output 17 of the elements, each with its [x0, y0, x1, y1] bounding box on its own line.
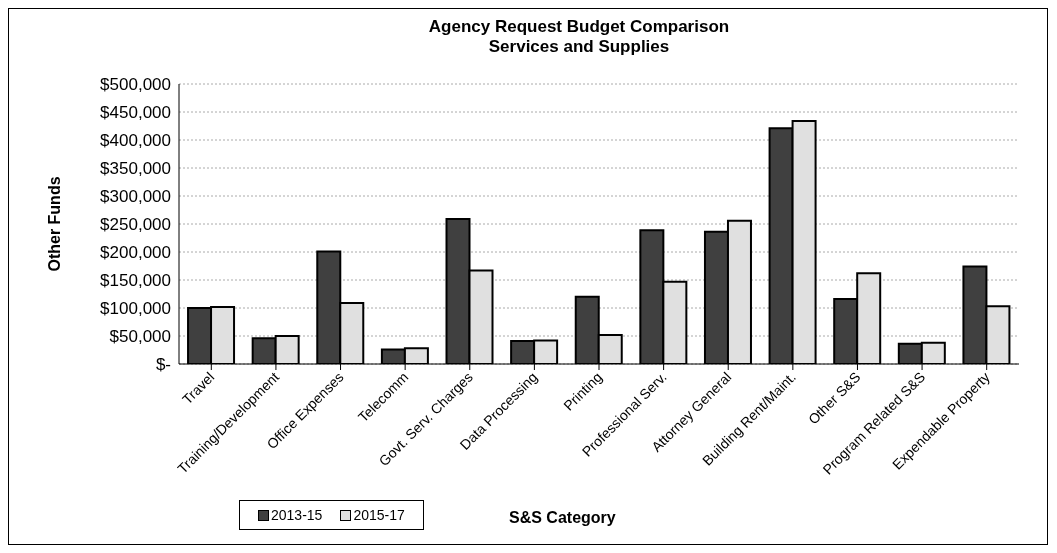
legend-label: 2013-15 [270, 507, 323, 523]
chart-subtitle: Services and Supplies [487, 37, 671, 57]
y-tick-label: $400,000 [100, 131, 171, 151]
x-axis-title: S&S Category [509, 509, 616, 527]
y-tick-label: $250,000 [100, 215, 171, 235]
y-tick-label: $450,000 [100, 103, 171, 123]
y-tick-label: $300,000 [100, 187, 171, 207]
y-tick-label: $- [155, 355, 171, 375]
legend-label: 2015-17 [352, 507, 405, 523]
y-tick-label: $50,000 [109, 327, 171, 347]
chart-title: Agency Request Budget Comparison [427, 17, 731, 37]
y-tick-label: $500,000 [100, 75, 171, 95]
y-tick-label: $200,000 [100, 243, 171, 263]
y-axis-title: Other Funds [45, 176, 63, 272]
y-tick-label: $150,000 [100, 271, 171, 291]
y-tick-label: $100,000 [100, 299, 171, 319]
y-tick-label: $350,000 [100, 159, 171, 179]
